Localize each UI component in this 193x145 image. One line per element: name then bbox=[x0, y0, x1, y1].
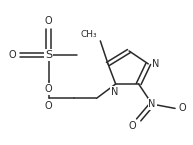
Text: CH₃: CH₃ bbox=[81, 30, 97, 39]
Text: O: O bbox=[45, 16, 52, 26]
Text: N: N bbox=[111, 87, 118, 97]
Text: O: O bbox=[128, 121, 136, 131]
Text: O: O bbox=[45, 84, 52, 94]
Text: O: O bbox=[179, 103, 186, 113]
Text: N: N bbox=[148, 99, 156, 109]
Text: N: N bbox=[152, 59, 160, 69]
Text: O: O bbox=[45, 101, 52, 111]
Text: S: S bbox=[45, 50, 52, 60]
Text: O: O bbox=[8, 50, 16, 60]
